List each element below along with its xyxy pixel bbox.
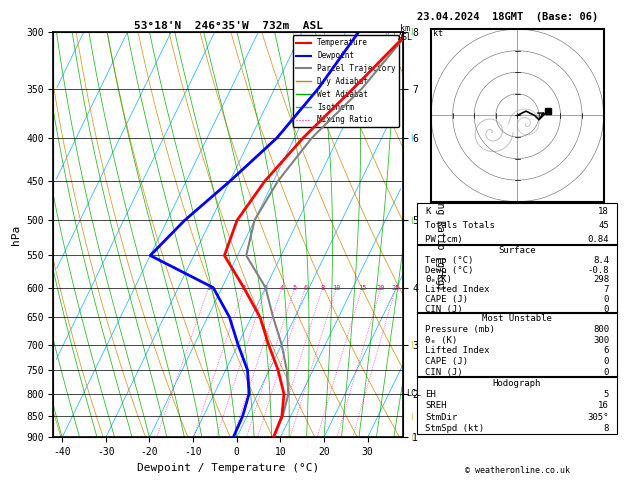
Y-axis label: hPa: hPa bbox=[11, 225, 21, 244]
Text: LCL: LCL bbox=[406, 389, 421, 399]
Text: -0.8: -0.8 bbox=[587, 265, 609, 275]
Text: 8: 8 bbox=[604, 424, 609, 434]
Text: km
ASL: km ASL bbox=[398, 24, 413, 42]
Text: |: | bbox=[410, 434, 413, 441]
Y-axis label: Mixing Ratio (g/kg): Mixing Ratio (g/kg) bbox=[435, 179, 445, 290]
Text: Temp (°C): Temp (°C) bbox=[425, 256, 474, 265]
Text: θₑ(K): θₑ(K) bbox=[425, 276, 452, 284]
Text: |: | bbox=[410, 134, 413, 141]
Text: Lifted Index: Lifted Index bbox=[425, 285, 489, 295]
Text: |: | bbox=[410, 413, 413, 420]
Title: 53°18'N  246°35'W  732m  ASL: 53°18'N 246°35'W 732m ASL bbox=[133, 21, 323, 31]
Text: |: | bbox=[410, 28, 413, 35]
Text: StmDir: StmDir bbox=[425, 413, 457, 422]
Text: 15: 15 bbox=[358, 285, 366, 291]
Text: SREH: SREH bbox=[425, 401, 447, 411]
Text: 4: 4 bbox=[280, 285, 284, 291]
Text: CIN (J): CIN (J) bbox=[425, 368, 463, 377]
Text: Lifted Index: Lifted Index bbox=[425, 347, 489, 355]
Text: Most Unstable: Most Unstable bbox=[482, 314, 552, 323]
Text: StmSpd (kt): StmSpd (kt) bbox=[425, 424, 484, 434]
Text: 298: 298 bbox=[593, 276, 609, 284]
Text: 0: 0 bbox=[604, 357, 609, 366]
Text: 0.84: 0.84 bbox=[587, 235, 609, 244]
Text: 305°: 305° bbox=[587, 413, 609, 422]
Text: 18: 18 bbox=[598, 207, 609, 216]
Text: Pressure (mb): Pressure (mb) bbox=[425, 325, 495, 334]
Text: 0: 0 bbox=[604, 305, 609, 314]
Text: Surface: Surface bbox=[498, 246, 536, 255]
Text: 7: 7 bbox=[604, 285, 609, 295]
Text: 5: 5 bbox=[292, 285, 297, 291]
Text: 8: 8 bbox=[321, 285, 325, 291]
Text: kt: kt bbox=[433, 29, 443, 37]
Text: © weatheronline.co.uk: © weatheronline.co.uk bbox=[465, 466, 569, 475]
Text: 2: 2 bbox=[242, 285, 246, 291]
Text: 8.4: 8.4 bbox=[593, 256, 609, 265]
Text: CAPE (J): CAPE (J) bbox=[425, 357, 468, 366]
Text: 10: 10 bbox=[332, 285, 341, 291]
Text: 3: 3 bbox=[264, 285, 268, 291]
Text: 5: 5 bbox=[604, 390, 609, 399]
Text: 6: 6 bbox=[303, 285, 308, 291]
Text: 0: 0 bbox=[604, 368, 609, 377]
Text: 6: 6 bbox=[604, 347, 609, 355]
Text: K: K bbox=[425, 207, 430, 216]
Text: |: | bbox=[410, 217, 413, 224]
Text: 300: 300 bbox=[593, 336, 609, 345]
Text: 16: 16 bbox=[598, 401, 609, 411]
Text: Dewp (°C): Dewp (°C) bbox=[425, 265, 474, 275]
Text: Totals Totals: Totals Totals bbox=[425, 221, 495, 230]
Text: 1: 1 bbox=[206, 285, 211, 291]
X-axis label: Dewpoint / Temperature (°C): Dewpoint / Temperature (°C) bbox=[137, 463, 319, 473]
Text: CIN (J): CIN (J) bbox=[425, 305, 463, 314]
Text: 20: 20 bbox=[377, 285, 385, 291]
Text: 45: 45 bbox=[598, 221, 609, 230]
Text: 25: 25 bbox=[392, 285, 400, 291]
Text: Hodograph: Hodograph bbox=[493, 379, 541, 387]
Text: θₑ (K): θₑ (K) bbox=[425, 336, 457, 345]
Legend: Temperature, Dewpoint, Parcel Trajectory, Dry Adiabat, Wet Adiabat, Isotherm, Mi: Temperature, Dewpoint, Parcel Trajectory… bbox=[292, 35, 399, 127]
Text: 800: 800 bbox=[593, 325, 609, 334]
Text: |: | bbox=[410, 341, 413, 348]
Text: 23.04.2024  18GMT  (Base: 06): 23.04.2024 18GMT (Base: 06) bbox=[417, 12, 598, 22]
Text: EH: EH bbox=[425, 390, 436, 399]
Text: CAPE (J): CAPE (J) bbox=[425, 295, 468, 304]
Text: PW (cm): PW (cm) bbox=[425, 235, 463, 244]
Text: 0: 0 bbox=[604, 295, 609, 304]
